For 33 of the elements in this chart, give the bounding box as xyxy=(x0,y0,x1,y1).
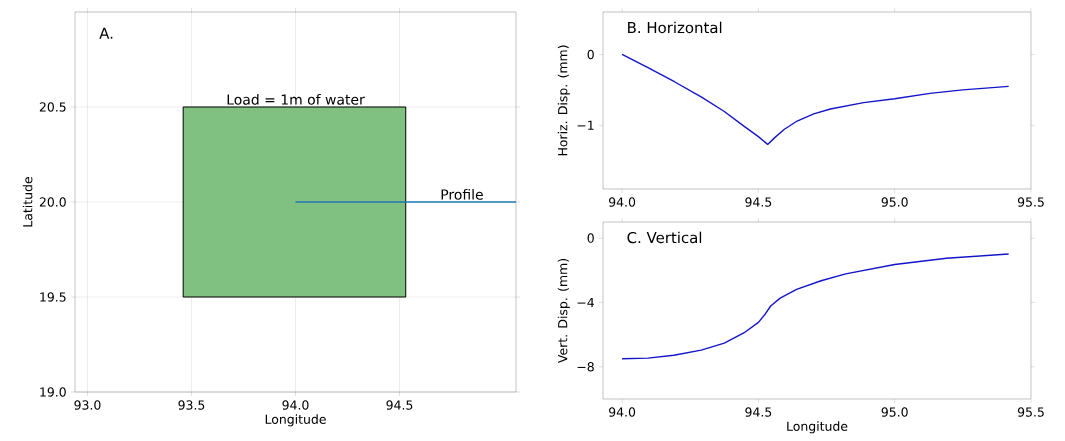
x-tick-label: 95.0 xyxy=(881,197,908,207)
y-tick-label: 20.5 xyxy=(39,102,66,112)
x-tick-label: 95.0 xyxy=(881,407,908,417)
text: B. Horizontal xyxy=(628,21,722,34)
annotation: Load = 1m of water xyxy=(227,94,365,105)
y-tick-label: −8 xyxy=(577,362,594,372)
y-tick-label: 19.5 xyxy=(40,292,66,302)
annotation: Profile xyxy=(441,189,483,200)
text: C. Vertical xyxy=(627,231,702,244)
x-tick-label: 95.5 xyxy=(1017,407,1044,417)
x-tick-label: 94.5 xyxy=(745,407,772,417)
line-series xyxy=(621,253,1010,360)
y-axis-title: Vert. Disp. (mm) xyxy=(557,259,570,363)
y-axis-title: Latitude xyxy=(22,177,33,227)
y-tick-label: −4 xyxy=(577,297,594,307)
x-tick-label: 94.5 xyxy=(386,400,413,410)
line-series xyxy=(621,53,1010,146)
x-axis-title: Longitude xyxy=(787,421,848,434)
x-axis-title: Longitude xyxy=(265,414,326,427)
text: A. xyxy=(99,27,113,39)
y-tick-label: 0 xyxy=(587,49,594,60)
y-tick-label: 0 xyxy=(587,233,594,243)
x-tick-label: 93.5 xyxy=(178,400,205,410)
y-tick-label: 20.0 xyxy=(39,197,66,207)
x-tick-label: 95.5 xyxy=(1017,197,1044,207)
x-tick-label: 94.0 xyxy=(609,197,636,207)
x-tick-label: 94.0 xyxy=(282,400,309,410)
x-tick-label: 93.0 xyxy=(74,400,101,410)
y-axis-title: Horiz. Disp. (mm) xyxy=(557,45,570,156)
x-tick-label: 94.5 xyxy=(745,197,772,207)
y-tick-label: −1 xyxy=(577,120,594,130)
y-tick-label: 19.0 xyxy=(40,387,66,397)
x-tick-label: 94.0 xyxy=(609,407,636,417)
